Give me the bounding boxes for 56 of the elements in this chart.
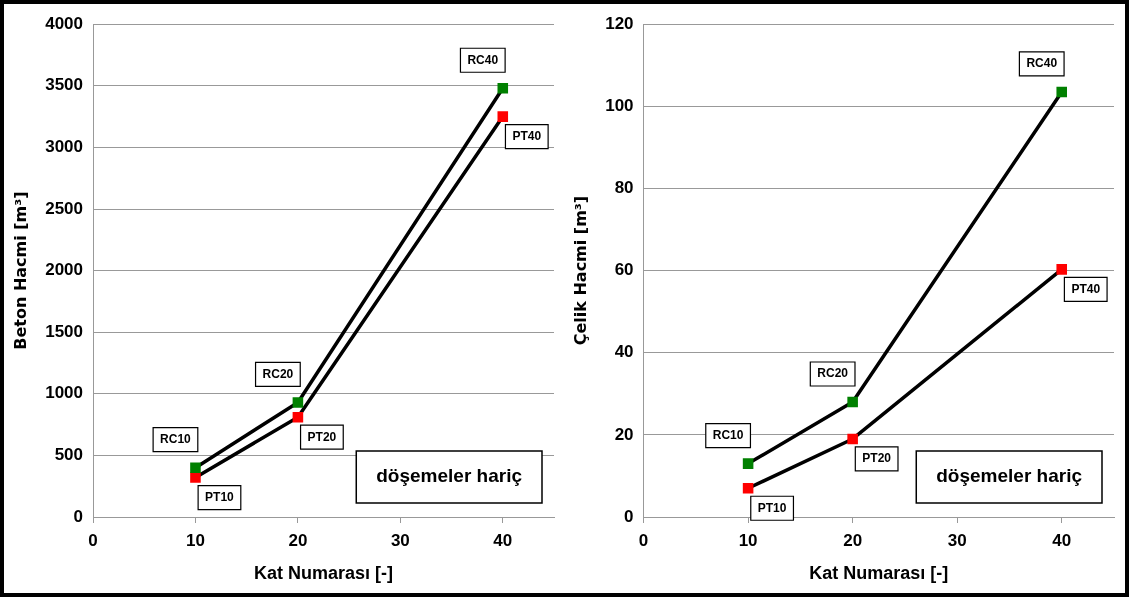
- y-tick-label: 3500: [45, 75, 84, 95]
- point: [1056, 86, 1068, 98]
- x-axis-title: Kat Numarası [-]: [809, 563, 949, 584]
- annotation: RC20: [817, 366, 849, 381]
- point: [742, 458, 754, 469]
- y-tick-label: 0: [624, 506, 634, 526]
- y-axis-title: Beton Hacmi [m³]: [10, 191, 30, 350]
- x-axis-title: Kat Numarası [-]: [253, 563, 394, 584]
- x-tick-label: 10: [738, 530, 758, 550]
- annotation: RC20: [262, 366, 294, 381]
- y-tick-label: 120: [605, 13, 634, 33]
- point: [847, 396, 858, 408]
- y-tick-label: 0: [73, 506, 84, 526]
- annotation: döşemeler hariç: [376, 465, 523, 487]
- x-tick-label: 20: [843, 530, 863, 550]
- point: [497, 111, 509, 122]
- x-tick-label: 10: [186, 530, 205, 550]
- annotation: PT10: [757, 500, 787, 515]
- annotation: RC40: [467, 52, 499, 67]
- point: [190, 472, 201, 483]
- y-tick-label: 20: [614, 424, 634, 444]
- y-axis-title: Çelik Hacmi [m³]: [570, 195, 590, 346]
- y-tick-label: 60: [614, 260, 634, 280]
- point: [190, 462, 201, 474]
- x-tick-label: 0: [88, 530, 98, 550]
- annotation: RC10: [160, 432, 192, 447]
- annotation: PT40: [512, 128, 542, 143]
- x-tick-label: 40: [493, 530, 513, 550]
- point: [497, 82, 509, 94]
- annotation: RC10: [712, 427, 744, 442]
- y-tick-label: 1000: [45, 383, 84, 403]
- y-tick-label: 100: [605, 96, 634, 116]
- annotation: PT40: [1071, 281, 1101, 296]
- annotation: RC40: [1026, 56, 1058, 71]
- x-tick-label: 30: [390, 530, 410, 550]
- y-tick-label: 2000: [45, 260, 84, 280]
- y-tick-label: 4000: [45, 13, 84, 33]
- y-tick-label: 1500: [45, 321, 84, 341]
- point: [292, 411, 304, 423]
- annotation: PT10: [205, 489, 235, 504]
- annotation: PT20: [307, 429, 337, 444]
- y-tick-label: 40: [614, 342, 634, 362]
- x-tick-label: 20: [288, 530, 308, 550]
- x-tick-label: 0: [638, 530, 649, 550]
- point: [1056, 264, 1068, 275]
- y-tick-label: 80: [614, 178, 634, 198]
- annotation: PT20: [862, 451, 892, 466]
- point: [847, 433, 858, 445]
- y-tick-label: 3000: [45, 137, 84, 157]
- y-tick-label: 500: [54, 445, 84, 465]
- point: [292, 397, 304, 408]
- annotation: döşemeler hariç: [936, 465, 1083, 487]
- x-tick-label: 30: [947, 530, 967, 550]
- point: [742, 482, 754, 494]
- y-tick-label: 2500: [45, 198, 84, 218]
- x-tick-label: 40: [1052, 530, 1072, 550]
